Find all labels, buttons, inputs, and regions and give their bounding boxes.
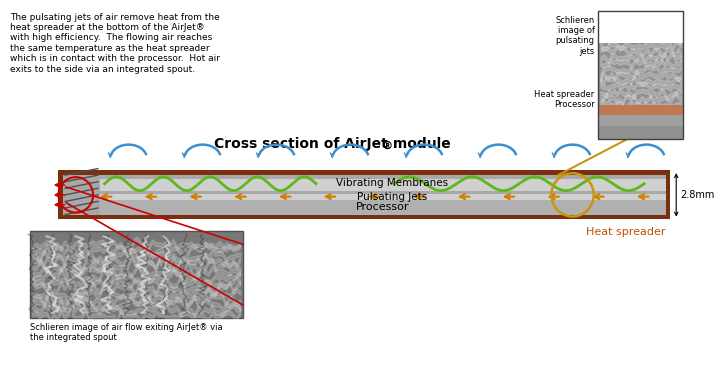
Text: Heat spreader: Heat spreader xyxy=(586,227,666,237)
Text: Processor: Processor xyxy=(356,202,410,212)
Text: Heat spreader
Processor: Heat spreader Processor xyxy=(534,90,595,109)
Text: Schlieren image of air flow exiting AirJet® via
the integrated spout: Schlieren image of air flow exiting AirJ… xyxy=(30,323,222,342)
Bar xyxy=(58,170,670,219)
Bar xyxy=(598,105,683,115)
Bar xyxy=(100,175,666,179)
Text: 2.8mm: 2.8mm xyxy=(680,190,714,200)
Bar xyxy=(598,11,683,139)
Text: ®: ® xyxy=(382,141,392,151)
Text: module: module xyxy=(388,137,451,151)
Text: Vibrating Membranes: Vibrating Membranes xyxy=(336,178,449,188)
Bar xyxy=(598,115,683,126)
Text: The pulsating jets of air remove heat from the
heat spreader at the bottom of th: The pulsating jets of air remove heat fr… xyxy=(11,13,220,74)
Text: Cross section of AirJet: Cross section of AirJet xyxy=(214,137,387,151)
Bar xyxy=(30,231,243,318)
Bar xyxy=(598,43,683,139)
Text: Pulsating Jets: Pulsating Jets xyxy=(357,192,428,202)
Text: Schlieren
image of
pulsating
jets: Schlieren image of pulsating jets xyxy=(555,16,595,56)
Bar xyxy=(63,175,100,215)
Bar xyxy=(100,191,666,194)
Bar xyxy=(63,175,666,215)
Bar xyxy=(100,200,666,215)
